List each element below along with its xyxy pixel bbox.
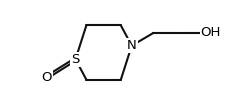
Text: O: O [41, 71, 52, 84]
Text: S: S [71, 53, 80, 66]
Text: OH: OH [201, 26, 221, 39]
Text: N: N [127, 39, 137, 52]
